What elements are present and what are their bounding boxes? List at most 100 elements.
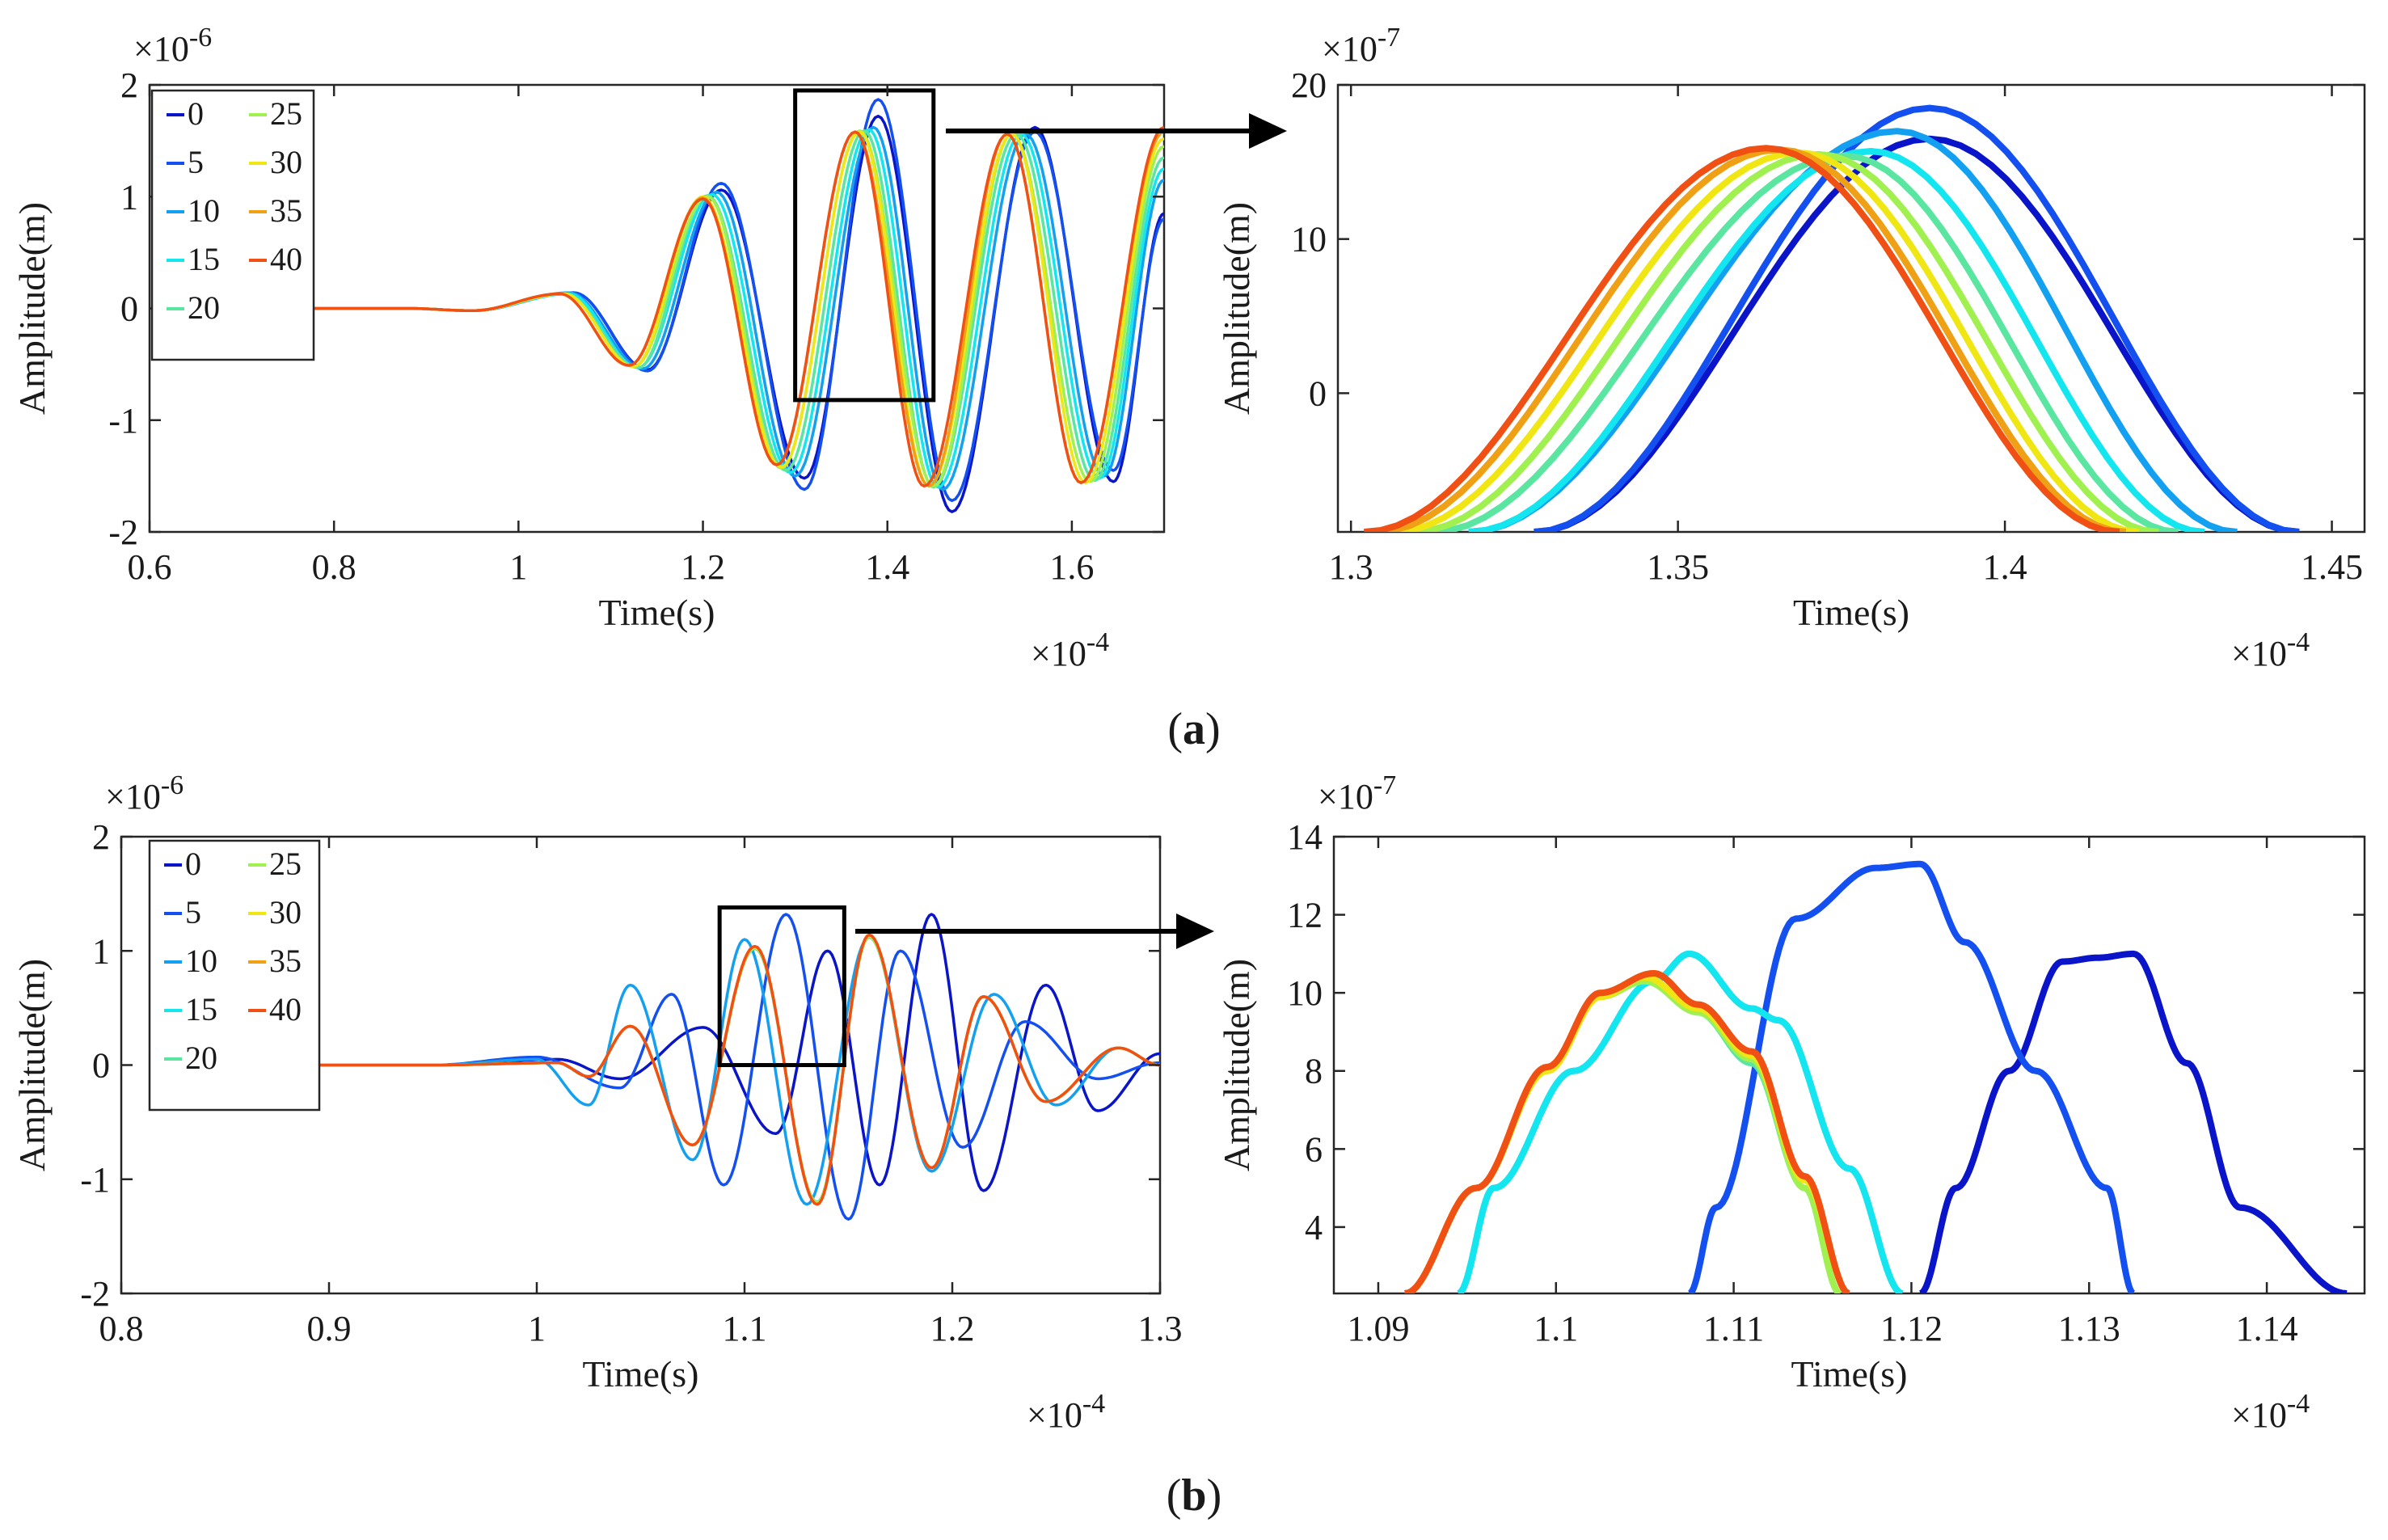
legend-label: 15 bbox=[188, 241, 220, 277]
chart-a-zoom: 1.3 1.35 1.4 1.45 0 10 20 Time(s) Amplitude(m) ×1… bbox=[1216, 23, 2366, 673]
legend-label: 15 bbox=[185, 991, 217, 1027]
x-tick-label: 1.3 bbox=[1138, 1309, 1183, 1348]
x-tick-label: 1.1 bbox=[1534, 1309, 1578, 1348]
legend: 0 5 10 15 20 25 30 35 40 bbox=[150, 89, 315, 361]
series-line-10 bbox=[1468, 128, 2238, 532]
zoom-arrow-b bbox=[855, 913, 1214, 949]
y-tick-label: -1 bbox=[108, 401, 138, 441]
legend-label: 30 bbox=[270, 144, 302, 180]
chart-b-zoom: 1.09 1.1 1.11 1.12 1.13 1.14 4 6 8 10 12 14 Time(s) A… bbox=[1216, 770, 2366, 1435]
x-axis-title: Time(s) bbox=[583, 1353, 699, 1394]
y-exponent-label: ×10-7 bbox=[1318, 770, 1396, 816]
legend-entry-10: 10 bbox=[164, 943, 217, 979]
panel-label-a: (a) bbox=[1167, 704, 1220, 754]
y-tick-label: 0 bbox=[120, 289, 138, 329]
y-exponent-label: ×10-6 bbox=[133, 23, 212, 69]
legend-box bbox=[148, 839, 321, 1112]
panel-label-b: (b) bbox=[1167, 1470, 1221, 1521]
legend: 0 5 10 15 20 25 30 35 40 bbox=[148, 839, 321, 1112]
y-tick-label: 0 bbox=[92, 1046, 110, 1086]
legend-label: 30 bbox=[269, 894, 302, 930]
zoom-box bbox=[717, 905, 846, 1067]
legend-entry-40: 40 bbox=[248, 991, 302, 1027]
y-tick-label: 1 bbox=[92, 931, 110, 971]
x-axis-title: Time(s) bbox=[599, 592, 715, 633]
series-group bbox=[242, 98, 1164, 513]
legend-entry-30: 30 bbox=[249, 144, 302, 180]
x-tick-label: 1 bbox=[509, 547, 527, 587]
series-group bbox=[162, 913, 1160, 1221]
x-tick-label: 1.6 bbox=[1049, 547, 1094, 587]
legend-entry-10: 10 bbox=[167, 192, 220, 229]
y-axis-title: Amplitude(m) bbox=[1216, 202, 1257, 415]
legend-label: 20 bbox=[185, 1040, 217, 1076]
y-tick-label: 10 bbox=[1291, 220, 1327, 259]
series-line-20 bbox=[1432, 152, 2179, 532]
y-tick-label: 2 bbox=[92, 817, 110, 857]
y-tick-label: 8 bbox=[1305, 1052, 1323, 1091]
x-exponent-label: ×10-4 bbox=[1031, 627, 1109, 673]
legend-entry-5: 5 bbox=[164, 894, 201, 930]
x-tick-label: 1.45 bbox=[2301, 547, 2363, 587]
x-tick-label: 1.2 bbox=[930, 1309, 975, 1348]
legend-entry-30: 30 bbox=[248, 894, 302, 930]
legend-label: 5 bbox=[188, 144, 204, 180]
legend-entry-0: 0 bbox=[167, 95, 204, 132]
x-tick-label: 1.4 bbox=[865, 547, 909, 587]
x-tick-label: 1 bbox=[528, 1309, 546, 1348]
series-line-5 bbox=[162, 913, 1160, 1221]
chart-a-main: 0.6 0.8 1 1.2 1.4 1.6 -2 -1 0 1 2 Time(s) Amplitude(… bbox=[11, 23, 1166, 673]
plot-area bbox=[1332, 835, 2366, 1295]
series-line-40 bbox=[1404, 970, 1851, 1293]
legend-entry-5: 5 bbox=[167, 144, 204, 180]
chart-layer: 0.6 0.8 1 1.2 1.4 1.6-2-1012Time(s)Amplitude(… bbox=[11, 23, 2366, 1435]
x-tick-label: 1.12 bbox=[1880, 1309, 1943, 1348]
y-axis-title: Amplitude(m) bbox=[1216, 959, 1257, 1171]
y-exponent-label: ×10-6 bbox=[105, 770, 184, 816]
x-tick-label: 0.8 bbox=[99, 1309, 144, 1348]
legend-label: 10 bbox=[185, 943, 217, 979]
y-tick-label: -2 bbox=[80, 1274, 110, 1314]
series-line-40 bbox=[162, 933, 1160, 1206]
legend-label: 25 bbox=[270, 95, 302, 132]
legend-label: 20 bbox=[188, 289, 220, 326]
x-exponent-label: ×10-4 bbox=[2231, 627, 2310, 673]
series-line-5 bbox=[1534, 104, 2300, 532]
y-tick-label: 10 bbox=[1287, 973, 1323, 1013]
series-group bbox=[1364, 104, 2300, 532]
legend-entry-25: 25 bbox=[248, 846, 302, 882]
x-tick-label: 1.13 bbox=[2058, 1309, 2120, 1348]
x-tick-label: 1.11 bbox=[1703, 1309, 1764, 1348]
y-tick-label: 0 bbox=[1309, 373, 1327, 413]
x-tick-label: 1.09 bbox=[1347, 1309, 1409, 1348]
y-tick-label: 4 bbox=[1305, 1208, 1323, 1247]
legend-entry-15: 15 bbox=[164, 991, 217, 1027]
x-tick-label: 1.3 bbox=[1329, 547, 1373, 587]
x-tick-label: 1.1 bbox=[723, 1309, 767, 1348]
x-axis-title: Time(s) bbox=[1793, 592, 1909, 633]
series-line-15 bbox=[1456, 950, 1904, 1293]
legend-entry-25: 25 bbox=[249, 95, 302, 132]
zoom-box bbox=[793, 88, 936, 403]
y-tick-label: 6 bbox=[1305, 1129, 1323, 1169]
y-tick-label: -2 bbox=[108, 513, 138, 552]
x-exponent-label: ×10-4 bbox=[1027, 1389, 1105, 1435]
x-axis-title: Time(s) bbox=[1791, 1353, 1908, 1394]
series-line-0 bbox=[162, 913, 1160, 1192]
zoom-arrow-a bbox=[946, 113, 1287, 149]
legend-entry-40: 40 bbox=[249, 241, 302, 277]
x-tick-label: 1.2 bbox=[681, 547, 725, 587]
series-line-40 bbox=[242, 125, 1164, 488]
legend-entry-15: 15 bbox=[167, 241, 220, 277]
series-group bbox=[1404, 860, 2348, 1293]
series-line-5 bbox=[1687, 860, 2136, 1293]
legend-entry-20: 20 bbox=[167, 289, 220, 326]
legend-label: 25 bbox=[269, 846, 302, 882]
x-tick-label: 1.4 bbox=[1983, 547, 2027, 587]
x-tick-label: 0.9 bbox=[307, 1309, 352, 1348]
y-tick-label: 20 bbox=[1291, 65, 1327, 105]
chart-b-main: 0.8 0.9 1 1.1 1.2 1.3 -2 -1 0 1 2 Time(s) Amplitude(… bbox=[11, 770, 1183, 1435]
legend-label: 0 bbox=[185, 846, 201, 882]
legend-entry-35: 35 bbox=[249, 192, 302, 229]
